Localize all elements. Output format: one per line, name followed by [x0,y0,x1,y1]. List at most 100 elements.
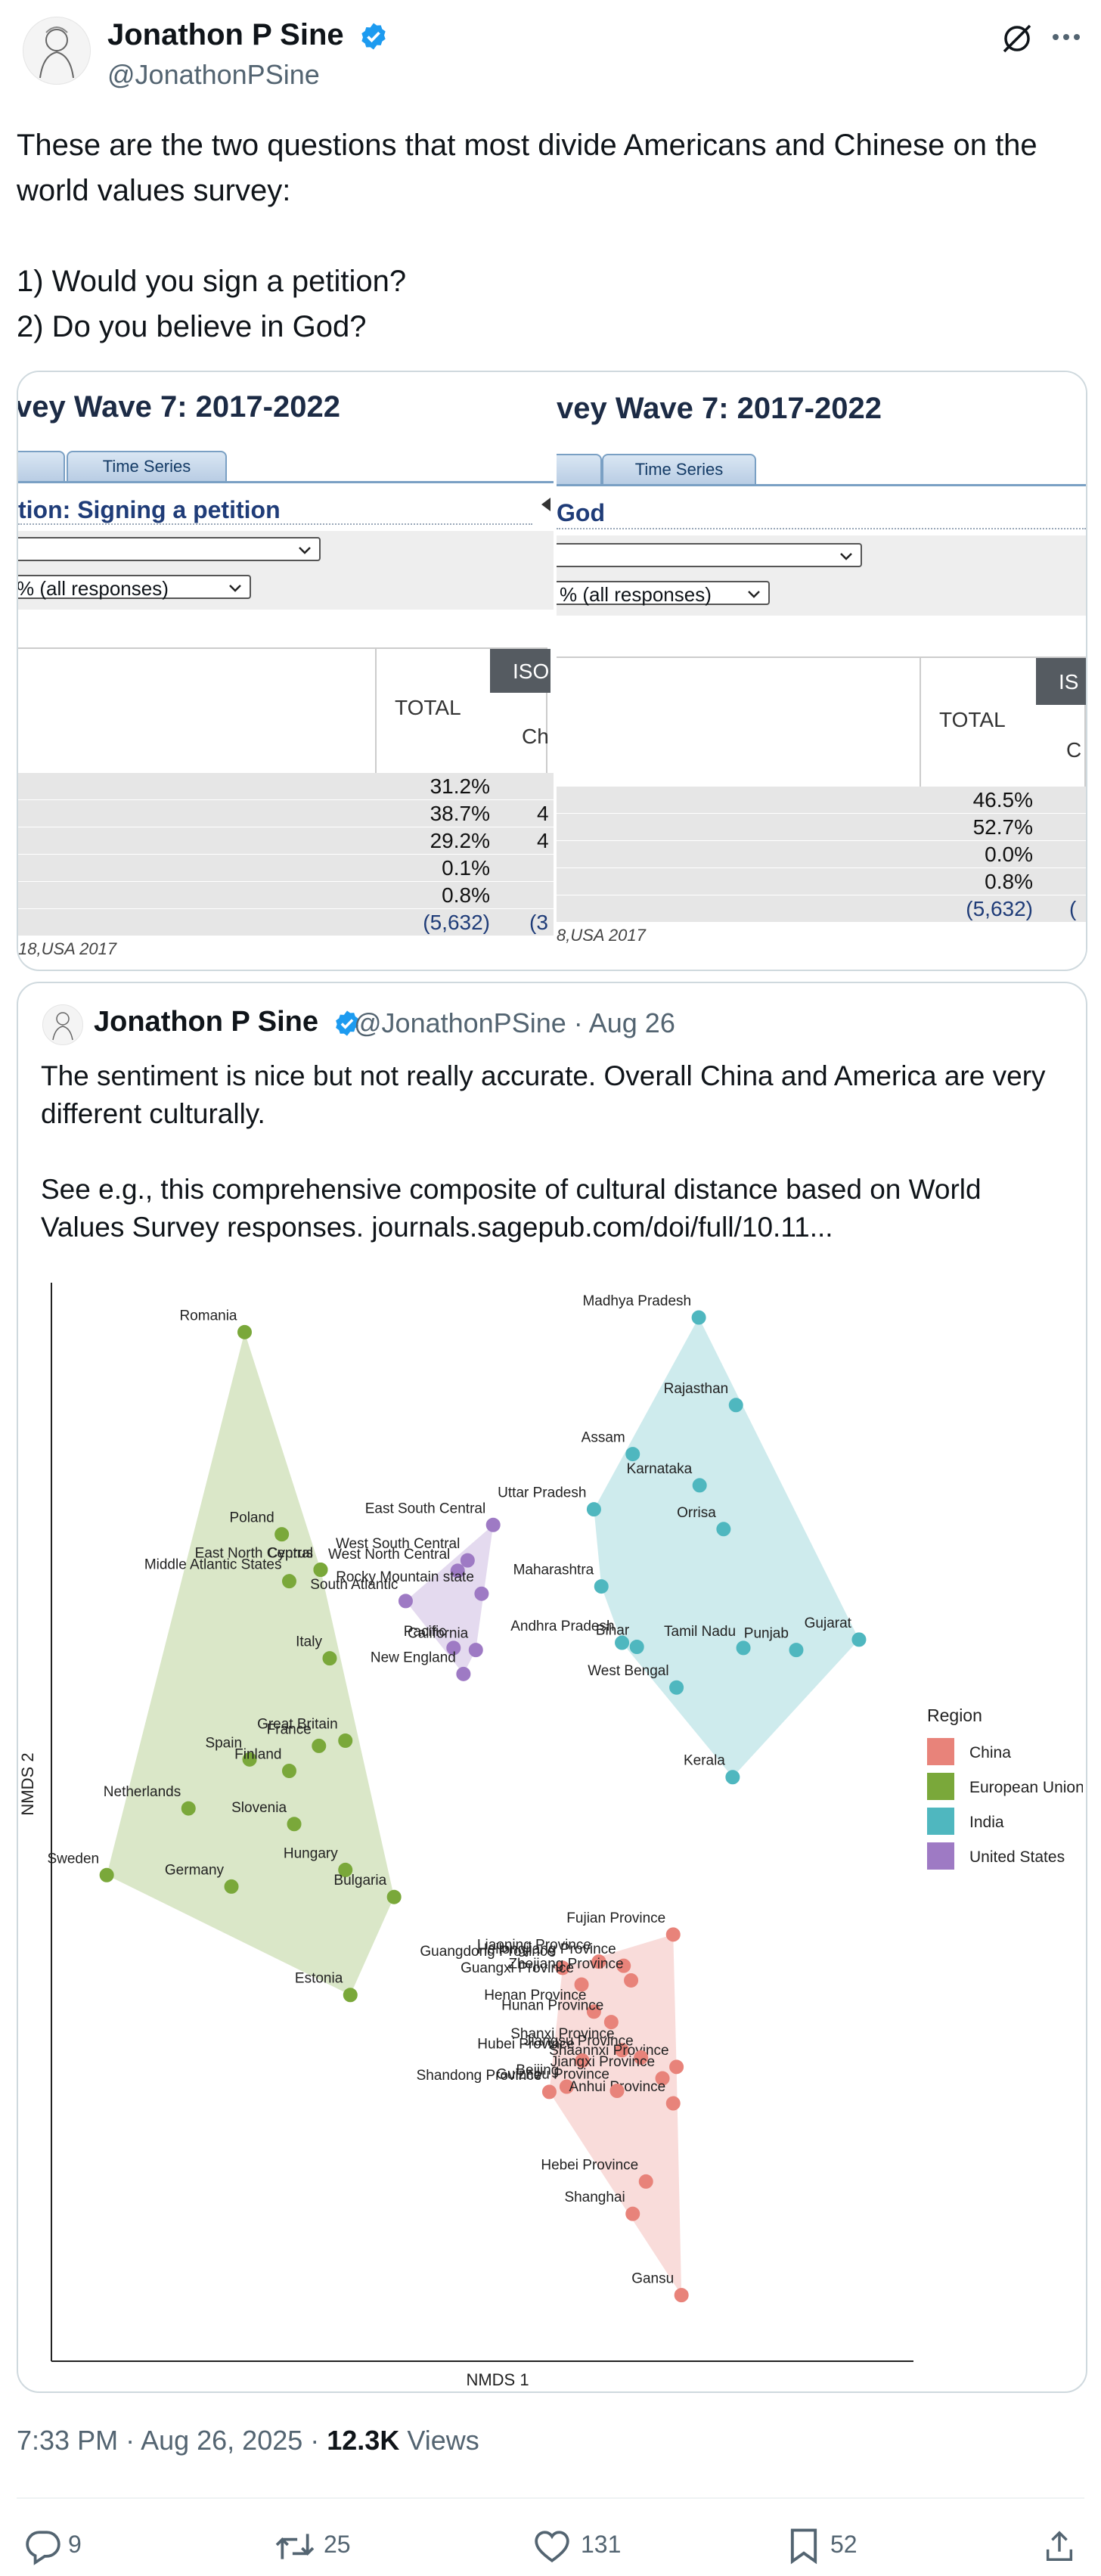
point-bihar[interactable] [629,1639,644,1654]
quoted-tweet-card[interactable] [17,982,1087,2393]
point-jiangsu-province[interactable] [634,2050,649,2065]
point-shanghai[interactable] [625,2206,640,2221]
point-finland[interactable] [281,1763,296,1778]
media-image-right[interactable]: vey Wave 7: 2017-2022 Time Series God % … [557,372,1086,965]
point-henan-province[interactable] [586,2004,601,2019]
point-karnataka[interactable] [692,1478,707,1493]
label-gujarat: Gujarat [805,1615,852,1631]
views-label: Views [399,2425,479,2456]
reply-icon [26,2531,60,2565]
media-card[interactable]: vey Wave 7: 2017-2022 Time Series tion: … [17,371,1087,971]
label-uttar-pradesh: Uttar Pradesh [498,1485,586,1501]
point-gujarat[interactable] [851,1632,867,1647]
point-shanxi-province[interactable] [615,2043,630,2058]
point-bulgaria[interactable] [386,1889,402,1904]
point-new-england[interactable] [456,1666,471,1681]
views-count: 12.3K [327,2425,400,2456]
grok-icon[interactable] [1000,21,1034,60]
point-sweden[interactable] [99,1867,114,1882]
point-uttar-pradesh[interactable] [586,1502,601,1517]
point-guizhou-province[interactable] [609,2084,625,2099]
point-orrisa[interactable] [716,1522,731,1537]
point-spain[interactable] [242,1752,257,1767]
media-image-left[interactable]: vey Wave 7: 2017-2022 Time Series tion: … [18,372,554,965]
author-handle[interactable]: @JonathonPSine [107,59,320,90]
point-rocky-mountain-state[interactable] [474,1586,489,1601]
point-middle-atlantic-states[interactable] [281,1574,296,1589]
point-fujian-province[interactable] [665,1927,681,1942]
point-hungary[interactable] [338,1862,353,1877]
point-guangdong-province[interactable] [555,1960,570,1975]
point-west-south-central[interactable] [460,1553,475,1568]
point-hunan-province[interactable] [603,2015,619,2030]
author-name[interactable]: Jonathon P Sine [107,18,389,52]
label-punjab: Punjab [744,1626,789,1642]
table-row: 0.0% [557,841,1086,869]
point-punjab[interactable] [789,1643,804,1658]
point-italy[interactable] [322,1651,337,1666]
point-beijing[interactable] [559,2079,574,2094]
point-shaannxi-province[interactable] [669,2059,684,2075]
point-andhra-pradesh[interactable] [615,1635,630,1650]
point-rajasthan[interactable] [728,1398,743,1413]
point-shandong-province[interactable] [541,2084,557,2100]
point-guangxi-province[interactable] [574,1977,589,1992]
point-hubei-province[interactable] [575,2053,590,2069]
label-germany: Germany [165,1862,225,1878]
point-assam[interactable] [625,1447,640,1462]
point-liaoning-province[interactable] [591,1954,606,1969]
col-iso-text: ISO [513,660,550,683]
point-madhya-pradesh[interactable] [691,1310,706,1325]
more-options-icon[interactable] [1050,26,1083,52]
repost-count: 25 [324,2531,351,2558]
point-anhui-province[interactable] [665,2096,681,2111]
quoted-text: The sentiment is nice but not really acc… [41,1060,1046,1243]
label-kerala: Kerala [684,1753,725,1769]
point-west-bengal[interactable] [669,1680,684,1695]
point-tamil-nadu[interactable] [736,1640,751,1656]
author-name-text[interactable]: Jonathon P Sine [107,18,344,51]
label-hunan-province: Hunan Province [501,1998,603,2014]
table-row: (5,632) (3 [18,909,554,937]
point-gansu[interactable] [674,2288,689,2303]
point-slovenia[interactable] [287,1817,302,1832]
divider [18,523,532,525]
point-california[interactable] [468,1643,483,1658]
point-east-north-central[interactable] [313,1563,328,1578]
select-value: % (all responses) [560,583,712,606]
partial-value: ( [1069,897,1077,920]
point-west-north-central[interactable] [450,1563,465,1578]
label-middle-atlantic-states: Middle Atlantic States [144,1557,282,1573]
nmds-chart[interactable]: NMDS 1 NMDS 2 Fujian Province Guangdong Pro… [18,1268,1083,2387]
legend-swatch-united-states [927,1842,954,1870]
point-zhejiang-province[interactable] [624,1972,639,1988]
point-estonia[interactable] [343,1988,358,2003]
total-value: 29.2% [430,829,490,852]
tweet-timestamp[interactable]: 7:33 PM · Aug 26, 2025 · [17,2425,327,2456]
table-row: 31.2% [18,773,554,801]
bookmark-count: 52 [830,2531,858,2558]
avatar[interactable] [23,17,91,85]
point-south-atlantic[interactable] [398,1594,413,1609]
point-hebei-province[interactable] [638,2174,653,2189]
point-pacific[interactable] [446,1640,461,1656]
y-axis-label: NMDS 2 [18,1752,37,1815]
point-germany[interactable] [224,1879,239,1894]
point-france[interactable] [312,1738,327,1753]
quoted-avatar[interactable] [42,1004,83,1045]
header-divider [920,658,921,787]
point-great-britain[interactable] [338,1733,353,1749]
label-netherlands: Netherlands [104,1784,181,1800]
tweet-text: These are the two questions that most di… [17,129,1037,343]
total-value: 31.2% [430,774,490,798]
point-poland[interactable] [274,1527,290,1542]
point-kerala[interactable] [725,1770,740,1785]
point-heilongjiang-province[interactable] [616,1958,631,1973]
point-maharashtra[interactable] [594,1579,609,1594]
share-button[interactable] [1042,2525,1080,2567]
point-romania[interactable] [237,1324,253,1339]
point-jiangxi-province[interactable] [655,2071,670,2086]
point-east-south-central[interactable] [485,1517,501,1532]
point-netherlands[interactable] [181,1801,196,1816]
separator [17,2497,1084,2499]
